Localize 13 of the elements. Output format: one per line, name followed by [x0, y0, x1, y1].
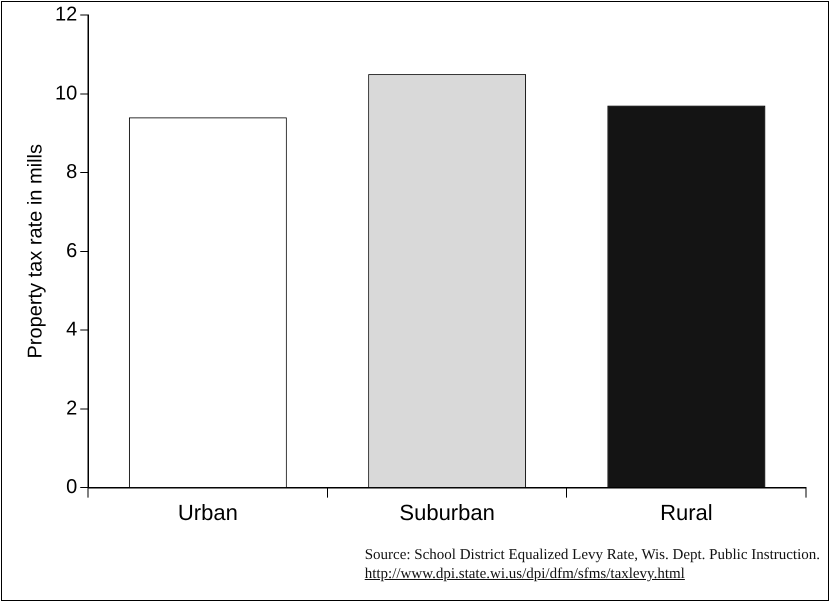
y-tick-label: 2 [66, 397, 78, 420]
y-tick-label: 8 [66, 161, 78, 184]
y-tick-label: 0 [66, 476, 78, 498]
x-tick-label: Suburban [399, 500, 495, 525]
y-tick-label: 12 [54, 4, 78, 26]
x-tick-label: Rural [660, 500, 713, 525]
text: http://www.dpi.state.wi.us/dpi/dfm/sfms/taxlevy.html [364, 565, 686, 584]
source-note: Source: School District Equalized Levy Rate, Wis. Dept. Public Instruction. [364, 546, 820, 565]
y-tick-label: 10 [54, 82, 78, 104]
y-tick-label: 6 [66, 240, 78, 262]
y-tick-label: 4 [66, 318, 78, 341]
x-tick-label: Urban [178, 500, 238, 525]
y-axis-title: Property tax rate in mills [24, 144, 47, 359]
